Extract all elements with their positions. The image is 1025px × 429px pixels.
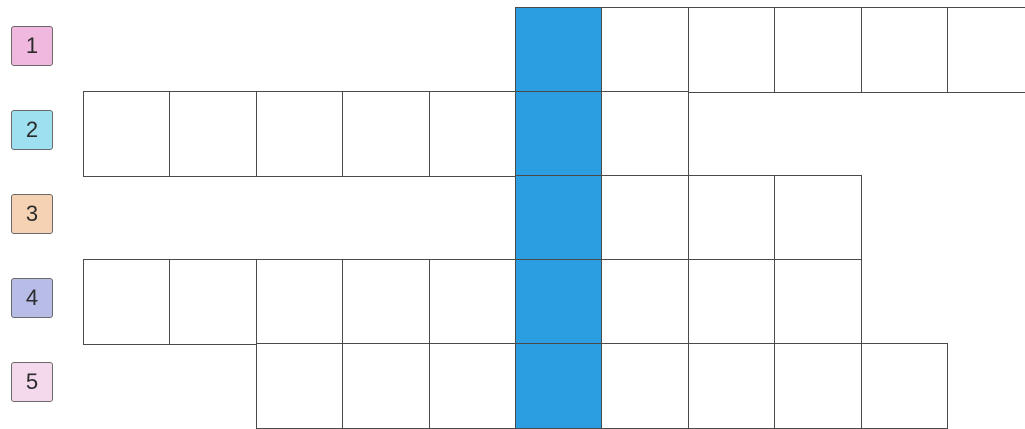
letter-cell[interactable]: [601, 91, 690, 177]
letter-cell[interactable]: [342, 343, 431, 429]
letter-cell[interactable]: [947, 7, 1025, 93]
letter-cell[interactable]: [687, 343, 776, 429]
letter-cell[interactable]: [601, 175, 690, 261]
highlighted-letter-cell[interactable]: [515, 259, 603, 345]
letter-cell[interactable]: [428, 91, 517, 177]
row-number-badge-1: 1: [11, 26, 53, 66]
row-number-badge-5: 5: [11, 362, 53, 402]
highlighted-letter-cell[interactable]: [515, 175, 603, 261]
highlighted-letter-cell[interactable]: [515, 91, 603, 177]
letter-cell[interactable]: [774, 259, 863, 345]
letter-cell[interactable]: [601, 343, 690, 429]
letter-cell[interactable]: [342, 259, 431, 345]
letter-cell[interactable]: [255, 343, 344, 429]
letter-cell[interactable]: [774, 7, 863, 93]
letter-cell[interactable]: [774, 343, 863, 429]
highlighted-letter-cell[interactable]: [515, 343, 603, 429]
letter-cell[interactable]: [83, 259, 171, 345]
letter-cell[interactable]: [169, 259, 258, 345]
letter-cell[interactable]: [774, 175, 863, 261]
letter-cell[interactable]: [860, 7, 949, 93]
letter-cell[interactable]: [83, 91, 171, 177]
letter-cell[interactable]: [169, 91, 258, 177]
letter-cell[interactable]: [428, 259, 517, 345]
letter-cell[interactable]: [428, 343, 517, 429]
row-number-badge-3: 3: [11, 194, 53, 234]
letter-cell[interactable]: [687, 259, 776, 345]
letter-cell[interactable]: [687, 175, 776, 261]
letter-cell[interactable]: [687, 7, 776, 93]
highlighted-letter-cell[interactable]: [515, 7, 603, 93]
row-number-badge-4: 4: [11, 278, 53, 318]
letter-cell[interactable]: [860, 343, 949, 429]
letter-cell[interactable]: [601, 259, 690, 345]
letter-cell[interactable]: [342, 91, 431, 177]
letter-cell[interactable]: [255, 91, 344, 177]
letter-cell[interactable]: [255, 259, 344, 345]
row-number-badge-2: 2: [11, 110, 53, 150]
letter-cell[interactable]: [601, 7, 690, 93]
